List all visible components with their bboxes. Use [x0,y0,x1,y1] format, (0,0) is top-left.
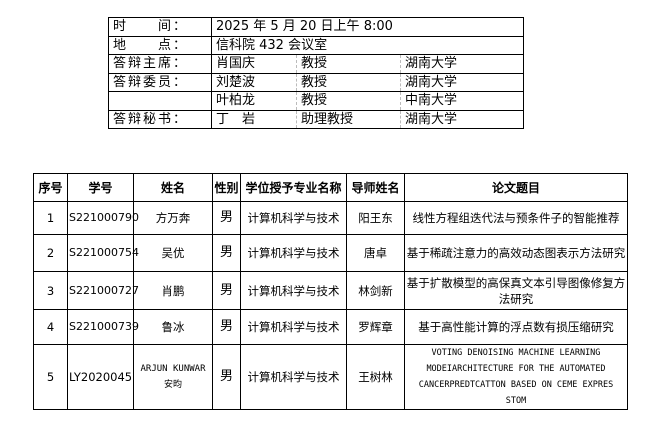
cell-advisor: 罗辉章 [346,309,405,345]
cell-index: 3 [33,271,68,310]
cell-gender: 男 [212,271,241,310]
cell-student-id: S221000727 [67,271,139,310]
cell-thesis-title: 基于高性能计算的浮点数有损压缩研究 [404,309,628,345]
person-org: 湖南大学 [400,54,524,74]
cell-thesis-title: 基于稀疏注意力的高效动态图表示方法研究 [404,234,628,272]
place-row: 地 点： 信科院 432 会议室 [108,35,524,55]
cell-thesis-title: VOTING DENOISING MACHINE LEARNING MODEIA… [404,344,628,410]
cell-name: 方万奔 [133,201,213,235]
cell-major: 计算机科学与技术 [240,201,347,235]
cell-advisor: 阳王东 [346,201,405,235]
person-org: 湖南大学 [400,109,524,129]
cell-index: 5 [33,344,68,410]
place-label: 地 点： [108,35,212,55]
cell-major: 计算机科学与技术 [240,344,347,410]
table-row: 5 LY2020045 ARJUN KUNWAR 安昀男计算机科学与技术 王树林 VOT… [33,344,628,410]
header-row: 序号 学号 姓名 性别 学位授予专业名称 导师姓名 论文题目 [33,173,628,202]
cell-thesis-title: 基于扩散模型的高保真文本引导图像修复方法研究 [404,271,628,310]
time-row: 时 间： 2025 年 5 月 20 日上午 8:00 [108,17,524,37]
cell-index: 1 [33,201,68,235]
person-title: 教授 [296,54,401,74]
header-thesis-title: 论文题目 [404,173,628,202]
cell-advisor: 王树林 [346,344,405,410]
cell-major: 计算机科学与技术 [240,234,347,272]
chair-label: 答辩主席： [108,54,212,74]
cell-student-id: S221000790 [67,201,139,235]
header-student-id: 学号 [67,173,134,202]
person-name: 叶柏龙 [211,91,297,111]
cell-name: 吴优 [133,234,213,272]
cell-student-id: LY2020045 [67,344,134,410]
person-name: 刘楚波 [211,72,297,92]
table-row: 2 S221000754 吴优男计算机科学与技术 唐卓 基于稀疏注意力的高效动态图表示方… [33,234,628,272]
cell-gender: 男 [212,201,241,235]
header-name: 姓名 [133,173,213,202]
cell-gender: 男 [212,234,241,272]
cell-advisor: 唐卓 [346,234,405,272]
person-title: 助理教授 [296,109,401,129]
person-org: 湖南大学 [400,72,524,92]
cell-major: 计算机科学与技术 [240,271,347,310]
secretary-label: 答辩秘书： [108,109,212,129]
cell-gender: 男 [212,344,241,410]
cell-major: 计算机科学与技术 [240,309,347,345]
time-label: 时 间： [108,17,212,37]
committee-row: 叶柏龙 教授 中南大学 [108,91,524,111]
table-row: 3 S221000727 肖鹏男计算机科学与技术 林剑新 基于扩散模型的高保真文本引导图… [33,271,628,310]
header-advisor: 导师姓名 [346,173,405,202]
person-org: 中南大学 [400,91,524,111]
header-major: 学位授予专业名称 [240,173,347,202]
cell-name: ARJUN KUNWAR 安昀 [133,344,213,410]
table-row: 1 S221000790 方万奔男计算机科学与技术 阳王东 线性方程组迭代法与预条件子的… [33,201,628,235]
cell-student-id: S221000739 [67,309,139,345]
time-value: 2025 年 5 月 20 日上午 8:00 [211,17,524,37]
header-index: 序号 [33,173,68,202]
committee-row: 答辩委员： 刘楚波 教授 湖南大学 [108,72,524,92]
cell-thesis-title: 线性方程组迭代法与预条件子的智能推荐 [404,201,628,235]
cell-gender: 男 [212,309,241,345]
cell-student-id: S221000754 [67,234,139,272]
cell-advisor: 林剑新 [346,271,405,310]
chair-row: 答辩主席： 肖国庆 教授 湖南大学 [108,54,524,74]
students-table: 序号 学号 姓名 性别 学位授予专业名称 导师姓名 论文题目 1 S2210007… [33,173,628,410]
cell-index: 2 [33,234,68,272]
cell-name: 肖鹏 [133,271,213,310]
table-row: 4 S221000739 鲁冰男计算机科学与技术 罗辉章 基于高性能计算的浮点数有损压缩… [33,309,628,345]
secretary-row: 答辩秘书：丁 岩助理教授 湖南大学 [108,109,524,129]
empty-label [108,91,212,111]
person-name: 丁 岩 [211,109,297,129]
place-value: 信科院 432 会议室 [211,35,524,55]
person-title: 教授 [296,91,401,111]
cell-index: 4 [33,309,68,345]
cell-name: 鲁冰 [133,309,213,345]
header-gender: 性别 [212,173,241,202]
committee-label: 答辩委员： [108,72,212,92]
person-title: 教授 [296,72,401,92]
defense-info-table: 时 间： 2025 年 5 月 20 日上午 8:00 地 点： 信科院 432 会… [108,17,524,129]
person-name: 肖国庆 [211,54,297,74]
